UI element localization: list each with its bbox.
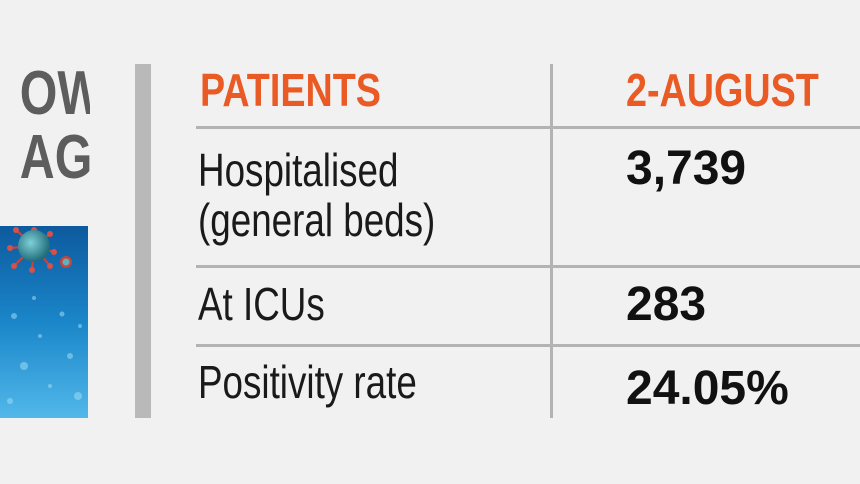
row-value: 24.05% [626,362,789,415]
row-rule [196,265,860,268]
header-date: 2-AUGUST [626,64,819,116]
row-value: 283 [626,278,707,331]
row-rule [196,344,860,347]
row-label: Positivity rate [198,356,417,408]
side-title-line-2: AGO [19,123,90,190]
header-patients: PATIENTS [200,64,381,116]
row-label: Hospitalised [198,144,399,196]
coronavirus-image [0,226,88,418]
divider-bar [135,64,151,418]
header-rule [196,126,860,129]
row-label-continued: (general beds) [198,194,436,246]
side-title-line-1: OW [19,62,90,128]
column-rule [550,64,553,418]
row-value: 3,739 [626,142,747,195]
row-label: At ICUs [198,278,325,330]
virus-icon [7,227,72,273]
side-title: OW AGO [20,62,90,190]
